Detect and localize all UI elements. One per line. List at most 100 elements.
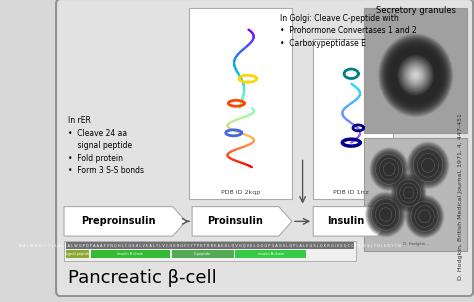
Circle shape	[413, 204, 436, 230]
Circle shape	[366, 193, 405, 236]
Text: In rER
•  Cleave 24 aa
    signal peptide
•  Fold protein
•  Form 3 S-S bonds: In rER • Cleave 24 aa signal peptide • F…	[68, 116, 144, 175]
Circle shape	[391, 173, 426, 213]
Bar	[66, 242, 354, 249]
Circle shape	[414, 73, 418, 77]
Circle shape	[404, 188, 413, 198]
Circle shape	[398, 56, 433, 95]
Circle shape	[393, 176, 424, 210]
Text: Proinsulin: Proinsulin	[208, 216, 264, 226]
Circle shape	[408, 67, 423, 84]
Circle shape	[407, 66, 424, 85]
Circle shape	[402, 60, 429, 91]
Text: Pancreatic β-cell: Pancreatic β-cell	[68, 269, 216, 287]
Circle shape	[392, 174, 425, 211]
Circle shape	[401, 185, 416, 201]
Circle shape	[411, 71, 420, 80]
Circle shape	[397, 54, 435, 96]
Circle shape	[376, 155, 402, 183]
Text: In Golgi: Cleave C-peptide with
•  Prohormone Convertases 1 and 2
•  Carboxypept: In Golgi: Cleave C-peptide with • Prohor…	[281, 14, 417, 48]
Circle shape	[374, 153, 404, 185]
Circle shape	[405, 63, 427, 87]
Circle shape	[402, 186, 415, 200]
Circle shape	[373, 200, 399, 229]
Circle shape	[410, 69, 421, 81]
Text: insulin B chain: insulin B chain	[118, 252, 143, 256]
Circle shape	[374, 202, 397, 227]
Circle shape	[386, 42, 446, 108]
Circle shape	[401, 59, 430, 91]
Circle shape	[407, 65, 425, 85]
Circle shape	[424, 215, 425, 217]
Circle shape	[421, 157, 435, 173]
Circle shape	[399, 57, 432, 94]
Circle shape	[418, 209, 431, 224]
Circle shape	[401, 58, 431, 92]
Circle shape	[397, 180, 420, 206]
Circle shape	[403, 61, 428, 89]
Circle shape	[419, 156, 437, 175]
Circle shape	[415, 206, 434, 227]
Circle shape	[417, 153, 439, 178]
Circle shape	[415, 151, 441, 179]
Circle shape	[417, 208, 432, 225]
Circle shape	[409, 199, 440, 234]
Circle shape	[393, 175, 425, 210]
Circle shape	[405, 64, 426, 87]
Polygon shape	[313, 207, 391, 236]
Text: M A L W M R L L P L L A L L A L W G P D P A A A F V N Q H L C G S H L V E A L Y : M A L W M R L L P L L A L L A L W G P D …	[19, 243, 401, 247]
Polygon shape	[192, 207, 292, 236]
Circle shape	[396, 179, 421, 207]
Circle shape	[414, 150, 442, 181]
Circle shape	[378, 156, 401, 182]
Circle shape	[409, 144, 447, 187]
Circle shape	[411, 71, 419, 80]
Circle shape	[388, 168, 390, 170]
Bar	[64, 241, 356, 261]
Text: C-peptide: C-peptide	[194, 252, 211, 256]
Circle shape	[373, 151, 406, 188]
Bar	[365, 8, 467, 133]
Text: PDB ID 1rrz: PDB ID 1rrz	[333, 190, 369, 195]
Circle shape	[380, 208, 392, 221]
Circle shape	[383, 39, 448, 111]
Circle shape	[371, 198, 401, 231]
Circle shape	[392, 49, 439, 102]
Circle shape	[413, 149, 443, 182]
Circle shape	[370, 148, 409, 191]
Bar	[236, 250, 306, 258]
Circle shape	[403, 187, 414, 199]
Circle shape	[400, 183, 418, 203]
Circle shape	[382, 38, 449, 113]
Circle shape	[420, 211, 429, 222]
Text: signal peptide: signal peptide	[65, 252, 90, 256]
Circle shape	[406, 196, 443, 237]
Circle shape	[413, 72, 419, 79]
Circle shape	[391, 47, 441, 103]
Circle shape	[374, 201, 398, 228]
Circle shape	[402, 61, 429, 90]
Bar	[66, 250, 89, 258]
Circle shape	[374, 152, 405, 187]
Circle shape	[383, 211, 389, 218]
Text: Insulin: Insulin	[327, 216, 364, 226]
Circle shape	[372, 199, 400, 230]
Circle shape	[412, 148, 444, 183]
Circle shape	[423, 159, 433, 171]
Circle shape	[427, 164, 429, 166]
Circle shape	[371, 149, 408, 190]
Circle shape	[406, 190, 411, 196]
Circle shape	[399, 57, 432, 94]
Circle shape	[394, 177, 423, 209]
Bar	[365, 138, 467, 251]
Circle shape	[383, 162, 396, 177]
Circle shape	[381, 37, 450, 114]
Circle shape	[386, 166, 392, 172]
Circle shape	[425, 162, 431, 169]
Circle shape	[387, 43, 444, 107]
Circle shape	[407, 197, 442, 236]
FancyBboxPatch shape	[56, 0, 473, 296]
Text: D. Hodgkin...: D. Hodgkin...	[402, 242, 429, 246]
Text: D. Hodgkin, British Medical Journal, 1971, 4, 447-451: D. Hodgkin, British Medical Journal, 197…	[458, 113, 464, 280]
Circle shape	[369, 196, 402, 233]
Circle shape	[380, 159, 399, 180]
